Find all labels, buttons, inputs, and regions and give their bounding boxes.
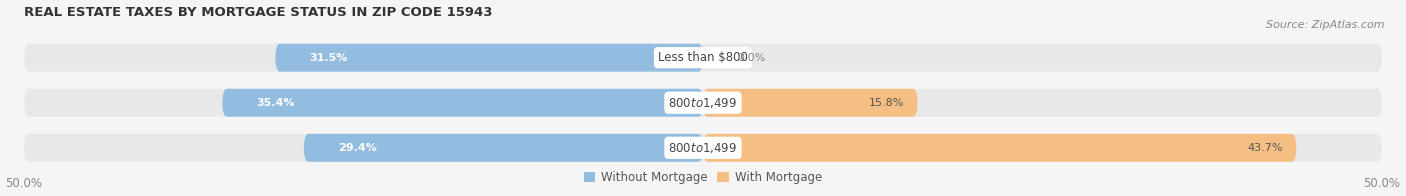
Text: Source: ZipAtlas.com: Source: ZipAtlas.com bbox=[1267, 20, 1385, 30]
Text: Less than $800: Less than $800 bbox=[658, 51, 748, 64]
FancyBboxPatch shape bbox=[24, 134, 1382, 162]
FancyBboxPatch shape bbox=[276, 44, 703, 72]
FancyBboxPatch shape bbox=[703, 89, 918, 117]
Text: $800 to $1,499: $800 to $1,499 bbox=[668, 141, 738, 155]
FancyBboxPatch shape bbox=[24, 89, 1382, 117]
Text: 29.4%: 29.4% bbox=[337, 143, 377, 153]
Text: 15.8%: 15.8% bbox=[869, 98, 904, 108]
Text: 31.5%: 31.5% bbox=[309, 53, 347, 63]
Text: 0.0%: 0.0% bbox=[737, 53, 765, 63]
Text: 43.7%: 43.7% bbox=[1247, 143, 1282, 153]
FancyBboxPatch shape bbox=[222, 89, 703, 117]
FancyBboxPatch shape bbox=[304, 134, 703, 162]
FancyBboxPatch shape bbox=[24, 44, 1382, 72]
Text: REAL ESTATE TAXES BY MORTGAGE STATUS IN ZIP CODE 15943: REAL ESTATE TAXES BY MORTGAGE STATUS IN … bbox=[24, 5, 492, 19]
Legend: Without Mortgage, With Mortgage: Without Mortgage, With Mortgage bbox=[579, 167, 827, 189]
Text: 35.4%: 35.4% bbox=[256, 98, 295, 108]
Text: $800 to $1,499: $800 to $1,499 bbox=[668, 96, 738, 110]
FancyBboxPatch shape bbox=[703, 134, 1296, 162]
